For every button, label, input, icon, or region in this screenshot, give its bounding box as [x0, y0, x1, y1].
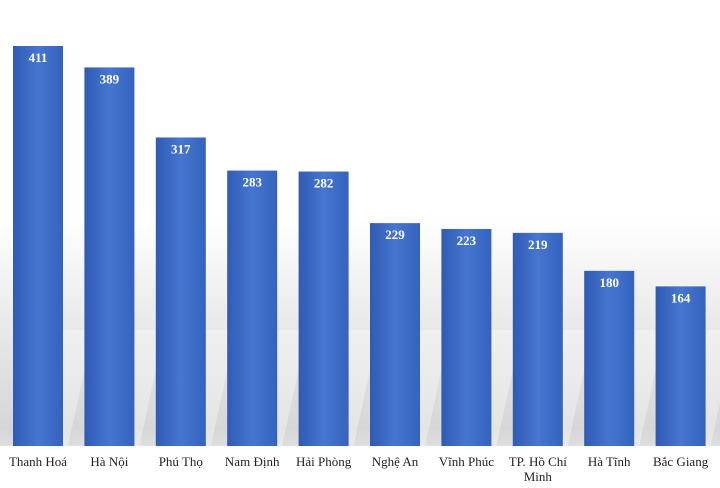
x-tick-label: Phú Thọ	[158, 454, 203, 469]
bar	[441, 228, 492, 446]
value-label: 223	[457, 233, 477, 248]
x-tick-label: Hà Nội	[90, 454, 129, 469]
bar-shadow	[705, 330, 720, 446]
value-label: 283	[242, 175, 262, 190]
bar	[584, 270, 635, 446]
value-label: 219	[528, 237, 548, 252]
x-tick-label: Thanh Hoá	[8, 454, 68, 469]
bar	[227, 170, 278, 446]
x-tick-label: Hà Tĩnh	[587, 454, 631, 469]
value-label: 389	[100, 71, 120, 86]
value-label: 317	[171, 141, 191, 156]
x-tick-label: Bắc Giang	[652, 454, 709, 469]
x-tick-label: Nam Định	[224, 454, 280, 469]
bar	[655, 286, 706, 446]
x-tick-label: Hải Phòng	[295, 454, 352, 469]
value-label: 164	[671, 290, 691, 305]
value-label: 180	[599, 275, 619, 290]
value-label: 229	[385, 227, 405, 242]
bar	[155, 137, 206, 446]
bar	[298, 171, 349, 447]
x-tick-label: TP. Hồ Chí Minh	[508, 454, 567, 484]
bar	[512, 232, 563, 446]
bar	[370, 223, 420, 446]
bar	[84, 67, 135, 446]
value-label: 282	[314, 176, 334, 191]
x-tick-label: Vĩnh Phúc	[438, 454, 495, 469]
bar	[13, 46, 63, 446]
value-label: 411	[29, 50, 48, 65]
x-tick-label: Nghệ An	[371, 454, 419, 469]
